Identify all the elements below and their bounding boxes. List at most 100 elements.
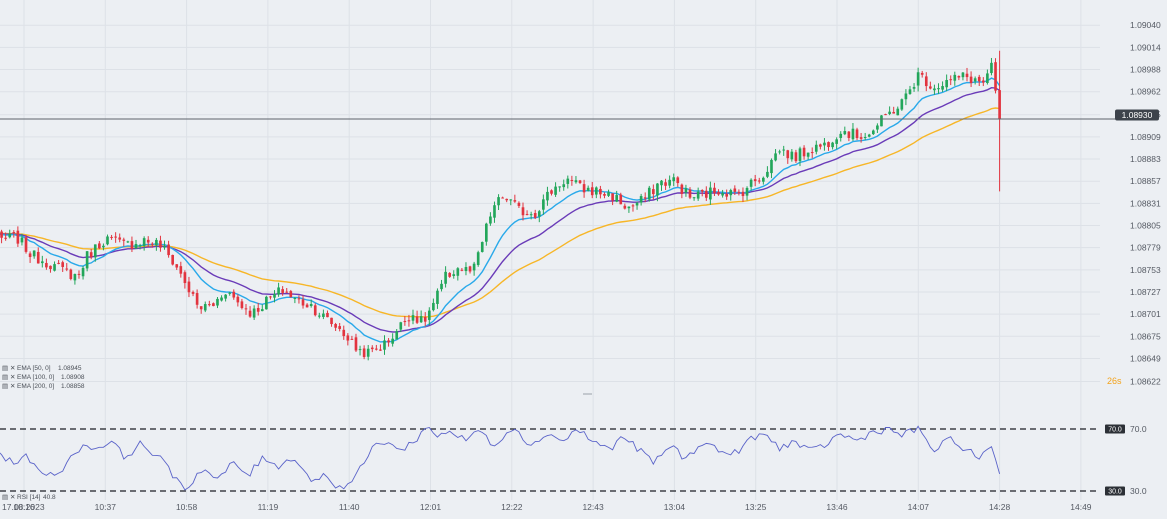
candle-bull[interactable] — [656, 183, 659, 196]
candle-bull[interactable] — [721, 192, 724, 196]
candle-bull[interactable] — [672, 177, 676, 182]
candle-bear[interactable] — [49, 265, 52, 270]
candle-bull[interactable] — [464, 267, 468, 272]
candle-bull[interactable] — [452, 274, 456, 276]
candle-bull[interactable] — [81, 267, 85, 277]
candle-bull[interactable] — [293, 297, 297, 299]
candle-bear[interactable] — [501, 197, 504, 199]
candle-bull[interactable] — [32, 250, 36, 257]
candle-bear[interactable] — [994, 62, 997, 91]
candle-bull[interactable] — [138, 245, 142, 247]
candle-bull[interactable] — [770, 159, 773, 174]
candle-bull[interactable] — [896, 108, 900, 116]
candle-bear[interactable] — [688, 189, 692, 198]
candle-bear[interactable] — [305, 304, 309, 308]
candle-bear[interactable] — [611, 193, 614, 201]
candle-bull[interactable] — [432, 302, 435, 311]
candle-bear[interactable] — [859, 137, 863, 139]
candle-bull[interactable] — [542, 199, 545, 210]
candle-bull[interactable] — [937, 88, 940, 90]
candle-bear[interactable] — [403, 321, 407, 323]
candle-bull[interactable] — [456, 268, 460, 276]
candle-bull[interactable] — [806, 152, 810, 157]
candle-bear[interactable] — [350, 338, 354, 340]
candle-bull[interactable] — [562, 184, 566, 188]
candle-bull[interactable] — [745, 187, 749, 196]
candle-bull[interactable] — [782, 149, 786, 151]
candle-bull[interactable] — [252, 308, 256, 318]
candle-bear[interactable] — [700, 189, 704, 192]
legend-settings-icon[interactable]: ▤ ✕ — [2, 374, 15, 381]
candle-bear[interactable] — [122, 239, 126, 241]
legend-settings-icon[interactable]: ▤ ✕ — [2, 365, 15, 372]
candle-bear[interactable] — [802, 147, 806, 157]
candle-bull[interactable] — [20, 237, 24, 243]
candle-bull[interactable] — [93, 244, 97, 258]
candle-bull[interactable] — [383, 340, 386, 350]
candle-bear[interactable] — [98, 243, 101, 249]
price-pane[interactable] — [0, 50, 1001, 361]
candle-bull[interactable] — [509, 199, 513, 201]
candle-bull[interactable] — [358, 349, 362, 351]
candle-bear[interactable] — [924, 76, 928, 87]
candle-bull[interactable] — [867, 134, 871, 137]
candle-bull[interactable] — [391, 338, 394, 344]
candle-bull[interactable] — [529, 214, 533, 216]
candle-bull[interactable] — [224, 294, 227, 299]
candle-bear[interactable] — [704, 190, 708, 198]
candle-bear[interactable] — [680, 184, 684, 194]
candle-bull[interactable] — [798, 148, 802, 161]
candle-bear[interactable] — [733, 188, 737, 192]
candle-bear[interactable] — [375, 348, 378, 350]
candle-bear[interactable] — [623, 205, 627, 209]
candle-bear[interactable] — [77, 273, 81, 275]
candle-bull[interactable] — [863, 137, 867, 139]
candle-bear[interactable] — [114, 236, 117, 238]
candle-bull[interactable] — [163, 246, 166, 248]
candle-bull[interactable] — [574, 180, 578, 183]
candle-bear[interactable] — [590, 187, 594, 196]
candle-bull[interactable] — [668, 179, 671, 186]
legend-ema-50[interactable]: ▤ ✕ EMA [50, 0] 1.08945 — [2, 365, 82, 372]
candle-bear[interactable] — [533, 213, 537, 218]
candle-bull[interactable] — [888, 111, 891, 115]
candle-bull[interactable] — [203, 304, 207, 311]
candle-bull[interactable] — [904, 93, 908, 100]
candle-bull[interactable] — [216, 298, 219, 306]
candle-bear[interactable] — [45, 262, 48, 268]
candle-bull[interactable] — [941, 86, 944, 90]
candle-bear[interactable] — [118, 237, 122, 240]
candle-bear[interactable] — [130, 241, 134, 249]
candle-bull[interactable] — [476, 252, 480, 265]
candle-bear[interactable] — [150, 243, 154, 245]
candle-bear[interactable] — [334, 324, 337, 328]
candle-bear[interactable] — [232, 291, 236, 298]
candle-bull[interactable] — [749, 179, 753, 187]
candle-bull[interactable] — [790, 151, 794, 160]
candle-bear[interactable] — [370, 347, 374, 350]
candle-bull[interactable] — [566, 178, 570, 184]
time-axis[interactable]: 17.08.2023 10:16 10:37 10:58 11:19 11:40 12:0… — [2, 502, 1092, 512]
candle-bear[interactable] — [256, 307, 260, 312]
candle-bear[interactable] — [236, 296, 240, 303]
rsi-pane[interactable]: 70.0 70.0 30.0 30.0 ▤ ✕ RSI [14] 40.8 — [0, 424, 1147, 501]
candle-bear[interactable] — [892, 111, 896, 114]
candle-bull[interactable] — [366, 348, 370, 357]
candle-bear[interactable] — [183, 272, 187, 284]
candle-bear[interactable] — [819, 144, 822, 147]
candle-bull[interactable] — [485, 223, 488, 242]
candle-bear[interactable] — [570, 179, 574, 181]
candle-bear[interactable] — [652, 189, 655, 195]
candle-bull[interactable] — [317, 315, 321, 317]
candle-bear[interactable] — [407, 320, 411, 322]
candle-bear[interactable] — [757, 180, 761, 182]
candle-bear[interactable] — [146, 239, 150, 243]
candle-bear[interactable] — [725, 194, 728, 197]
candle-bull[interactable] — [126, 241, 130, 243]
candle-bear[interactable] — [460, 269, 464, 271]
candle-bull[interactable] — [106, 236, 109, 245]
candle-bear[interactable] — [676, 177, 680, 184]
candle-bull[interactable] — [639, 196, 643, 203]
candle-bear[interactable] — [599, 188, 602, 195]
